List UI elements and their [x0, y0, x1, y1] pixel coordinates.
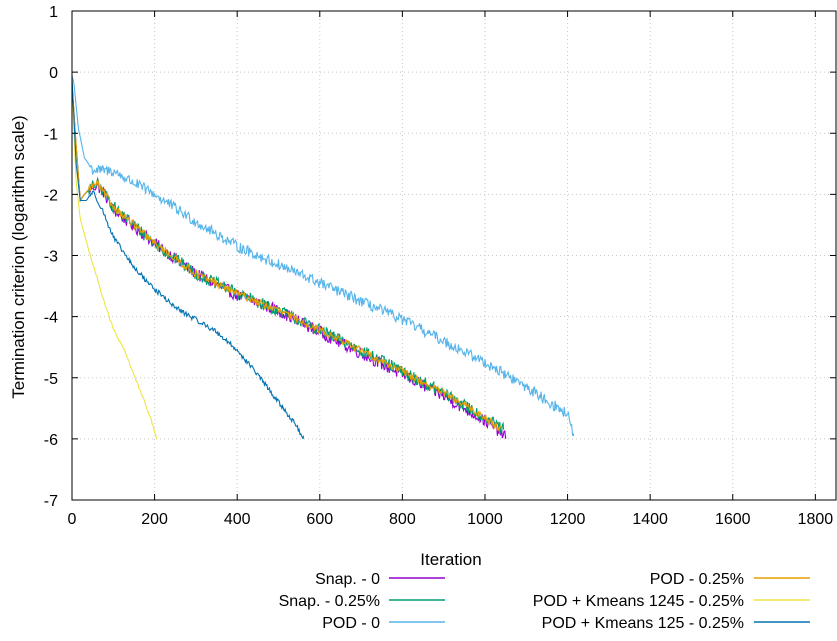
x-axis-label: Iteration [420, 550, 481, 569]
x-tick-label: 1000 [467, 511, 503, 528]
legend-label: Snap. - 0.25% [279, 593, 380, 610]
legend-label: POD - 0 [322, 615, 380, 632]
y-tick-label: -3 [44, 249, 58, 266]
x-tick-label: 1200 [550, 511, 586, 528]
series-line-1 [71, 84, 507, 439]
x-tick-label: 1800 [798, 511, 834, 528]
x-tick-label: 1600 [715, 511, 751, 528]
series-line-3 [71, 75, 575, 437]
series-line-5 [71, 81, 158, 440]
series-line-6 [71, 78, 304, 439]
x-tick-label: 400 [224, 511, 251, 528]
legend-label: POD - 0.25% [650, 571, 744, 588]
y-tick-label: -6 [44, 432, 58, 449]
x-tick-label: 800 [389, 511, 416, 528]
legend-label: POD + Kmeans 125 - 0.25% [542, 615, 744, 632]
series-line-4 [71, 84, 503, 432]
grid [71, 10, 836, 501]
plot-frame [71, 10, 837, 501]
x-tick-label: 0 [68, 511, 77, 528]
y-tick-label: -5 [44, 371, 58, 388]
legend-label: POD + Kmeans 1245 - 0.25% [533, 593, 744, 610]
y-axis-label: Termination criterion (logarithm scale) [9, 115, 28, 398]
y-tick-label: -1 [44, 126, 58, 143]
tick-labels: -7 -6 -5 -4 -3 -2 -1 0 1 0 200 400 600 800 1000 1200 140… [44, 4, 833, 528]
y-tick-label: 1 [49, 4, 58, 21]
x-tick-label: 200 [141, 511, 168, 528]
x-tick-label: 1400 [632, 511, 668, 528]
x-tick-label: 600 [306, 511, 333, 528]
y-tick-label: 0 [49, 65, 58, 82]
y-tick-label: -4 [44, 310, 58, 327]
axes [71, 10, 837, 501]
series-lines [71, 75, 575, 440]
series-line-2 [71, 84, 505, 434]
y-tick-label: -2 [44, 187, 58, 204]
legend-label: Snap. - 0 [315, 571, 380, 588]
y-tick-label: -7 [44, 493, 58, 510]
legend: Snap. - 0 Snap. - 0.25% POD - 0 POD - 0.25%… [279, 571, 810, 632]
